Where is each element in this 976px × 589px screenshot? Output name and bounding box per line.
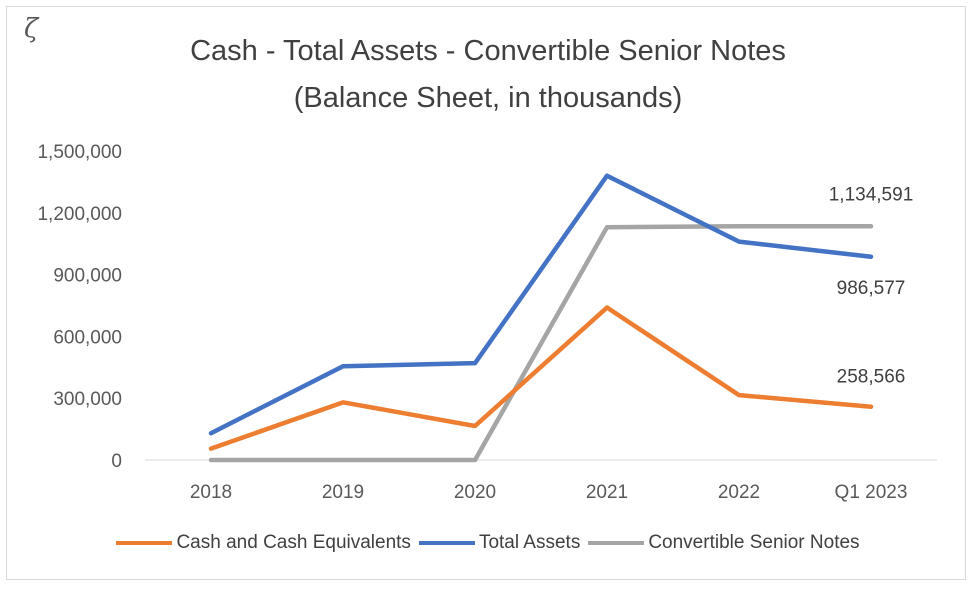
legend-item-cash: Cash and Cash Equivalents [116, 532, 411, 554]
legend-label-cash: Cash and Cash Equivalents [176, 532, 411, 553]
legend-label-convertible-notes: Convertible Senior Notes [648, 532, 860, 553]
legend-item-convertible-notes: Convertible Senior Notes [588, 532, 860, 554]
y-tick-label: 900,000 [53, 266, 122, 287]
x-tick-label: 2018 [190, 482, 232, 503]
legend: Cash and Cash Equivalents Total Assets C… [0, 532, 976, 554]
y-tick-label: 0 [111, 451, 122, 472]
data-label: 986,577 [837, 278, 906, 299]
series-line-total-assets [208, 173, 874, 436]
chart-subtitle: (Balance Sheet, in thousands) [293, 82, 683, 114]
x-tick-label: 2022 [718, 482, 760, 503]
x-tick-label: 2021 [586, 482, 628, 503]
series-line-convertible-senior-notes [208, 224, 874, 463]
legend-item-total-assets: Total Assets [418, 532, 581, 554]
chart-title: Cash - Total Assets - Convertible Senior… [190, 35, 786, 67]
y-tick-label: 1,200,000 [37, 204, 122, 225]
corner-mark: ζ [24, 14, 39, 44]
y-tick-label: 1,500,000 [37, 142, 122, 163]
y-tick-label: 600,000 [53, 327, 122, 348]
legend-swatch-cash [116, 541, 173, 545]
series-line-cash-and-cash-equivalents [208, 305, 874, 451]
legend-label-total-assets: Total Assets [478, 532, 581, 553]
data-label: 258,566 [837, 367, 906, 388]
legend-swatch-convertible-notes [588, 541, 645, 545]
legend-swatch-total-assets [418, 541, 475, 545]
y-tick-label: 300,000 [53, 389, 122, 410]
x-tick-label: Q1 2023 [835, 482, 908, 503]
chart-frame [6, 6, 966, 580]
x-tick-label: 2019 [322, 482, 364, 503]
data-label: 1,134,591 [829, 184, 914, 205]
x-tick-label: 2020 [454, 482, 496, 503]
